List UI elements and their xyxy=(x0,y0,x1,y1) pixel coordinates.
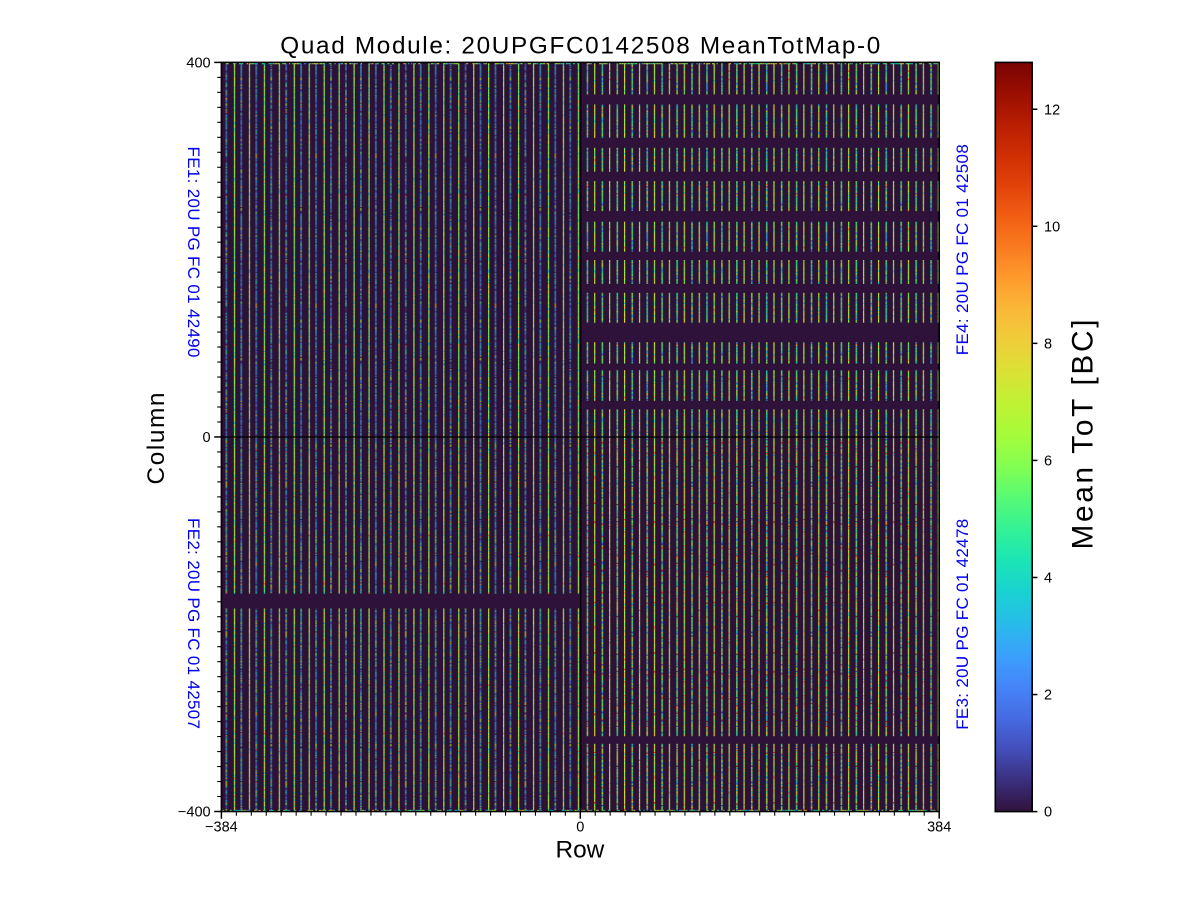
svg-text:10: 10 xyxy=(1044,219,1060,235)
svg-text:FE3: 20U PG FC 01 42478: FE3: 20U PG FC 01 42478 xyxy=(953,519,972,730)
svg-text:FE4: 20U PG FC 01 42508: FE4: 20U PG FC 01 42508 xyxy=(953,144,972,355)
svg-text:0: 0 xyxy=(1044,805,1052,821)
svg-text:−384: −384 xyxy=(205,819,238,835)
svg-text:6: 6 xyxy=(1044,454,1052,470)
svg-text:384: 384 xyxy=(927,819,951,835)
svg-text:FE2: 20U PG FC 01 42507: FE2: 20U PG FC 01 42507 xyxy=(184,518,203,729)
svg-text:Row: Row xyxy=(556,837,605,864)
svg-text:8: 8 xyxy=(1044,336,1052,352)
svg-text:0: 0 xyxy=(203,430,211,446)
svg-text:0: 0 xyxy=(576,819,584,835)
svg-text:FE1: 20U PG FC 01 42490: FE1: 20U PG FC 01 42490 xyxy=(184,147,203,358)
svg-text:400: 400 xyxy=(186,56,210,72)
svg-text:12: 12 xyxy=(1044,102,1060,118)
svg-text:Mean ToT [BC]: Mean ToT [BC] xyxy=(1067,320,1100,550)
svg-text:Column: Column xyxy=(143,393,170,485)
svg-text:Quad Module: 20UPGFC0142508 Me: Quad Module: 20UPGFC0142508 MeanTotMap-0 xyxy=(280,33,880,60)
svg-text:−400: −400 xyxy=(178,805,211,821)
svg-text:2: 2 xyxy=(1044,688,1052,704)
svg-text:4: 4 xyxy=(1044,571,1052,587)
